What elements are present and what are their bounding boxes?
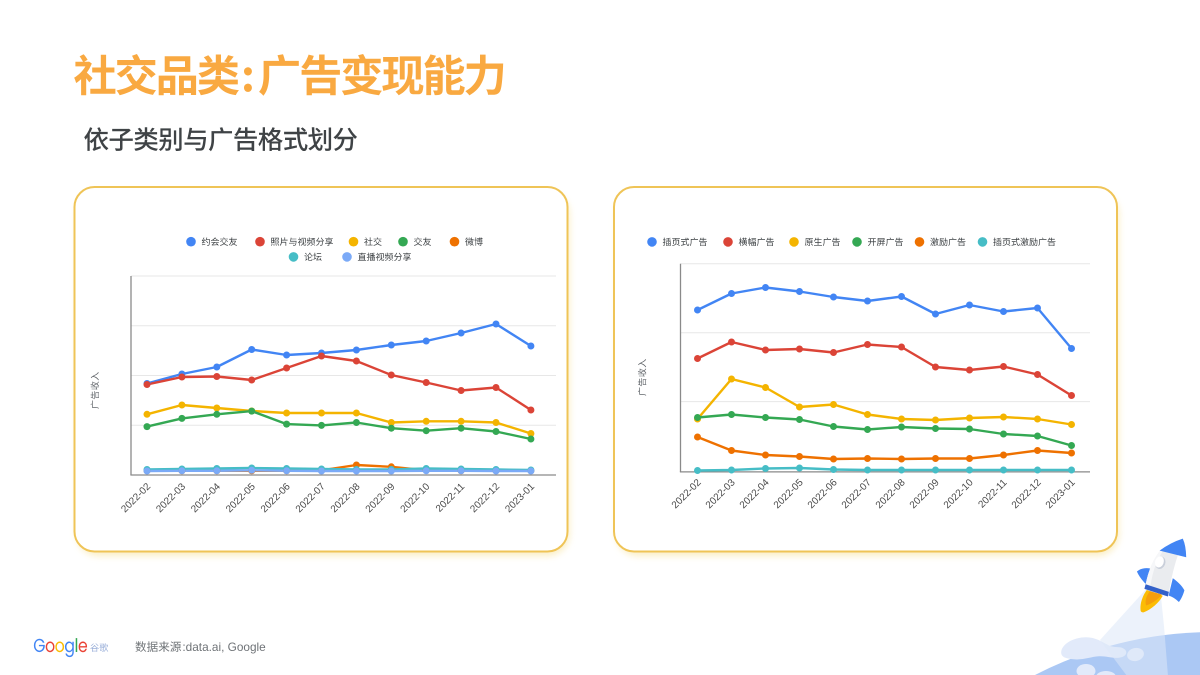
svg-text::data.ai, Google: :data.ai, Google: [182, 640, 266, 654]
